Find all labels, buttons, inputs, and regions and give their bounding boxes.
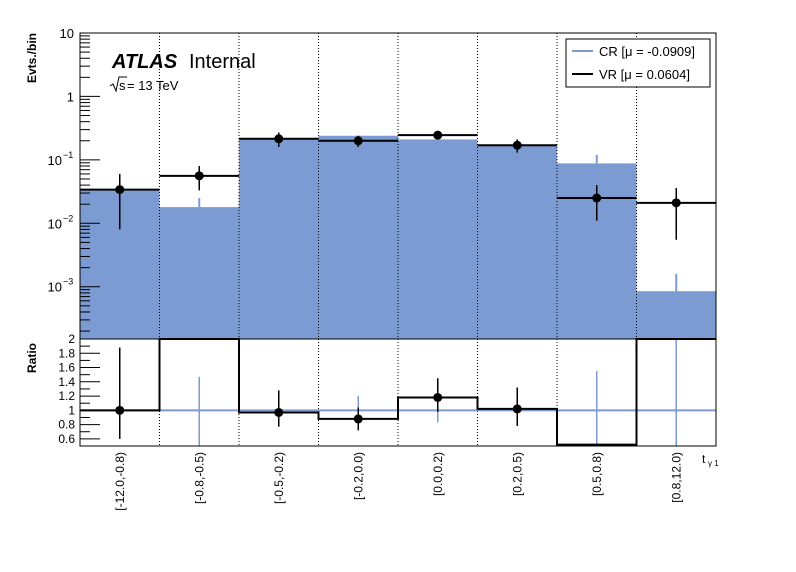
ratio-y-axis: 0.60.811.21.41.61.82 bbox=[58, 332, 100, 447]
x-tick-label-4: [-0.2,0.0) bbox=[351, 452, 365, 500]
ratio-y-tick-label-4: 1.2 bbox=[58, 389, 75, 403]
x-label-sub: γ 1 bbox=[708, 459, 719, 468]
vr-point-7 bbox=[592, 193, 602, 203]
cr-bar-3 bbox=[239, 138, 319, 339]
legend-box bbox=[565, 38, 711, 88]
vr-point-6 bbox=[512, 140, 522, 150]
cr-histogram bbox=[80, 135, 716, 339]
atlas-label: ATLAS Internal s = 13 TeV bbox=[109, 51, 256, 93]
x-tick-label-7: [0.5,0.8) bbox=[590, 452, 604, 496]
y-tick-label-3: 10 bbox=[48, 153, 62, 168]
cr-bar-2 bbox=[159, 207, 239, 339]
y-tick-exp-3: −1 bbox=[63, 150, 73, 160]
cr-error-bars bbox=[198, 154, 678, 292]
cr-bar-8 bbox=[636, 291, 716, 339]
main-y-label: Evts./bin bbox=[25, 33, 39, 83]
ratio-point-5 bbox=[433, 392, 443, 402]
vr-point-5 bbox=[433, 130, 443, 140]
x-tick-label-1: [-12.0,-0.8) bbox=[113, 452, 127, 511]
cr-bar-4 bbox=[318, 135, 398, 339]
vr-point-8 bbox=[671, 198, 681, 208]
legend-entry-vr: VR [μ = 0.0604] bbox=[599, 67, 690, 82]
ratio-y-tick-label-5: 1.4 bbox=[58, 375, 75, 389]
sqrt-symbol bbox=[109, 76, 127, 93]
y-tick-label-2: 10 bbox=[48, 216, 62, 231]
y-tick-label-4: 1 bbox=[67, 89, 74, 104]
y-tick-exp-2: −2 bbox=[63, 213, 73, 223]
y-tick-exp-1: −3 bbox=[63, 277, 73, 287]
ratio-y-tick-label-8: 2 bbox=[68, 332, 75, 346]
y-tick-label-5: 10 bbox=[60, 26, 74, 41]
vr-point-1 bbox=[115, 185, 125, 195]
x-tick-label-8: [0.8,12.0) bbox=[669, 452, 683, 503]
ratio-point-4 bbox=[353, 414, 363, 424]
atlas-brand: ATLAS bbox=[111, 51, 178, 73]
ratio-y-label: Ratio bbox=[25, 343, 39, 373]
ratio-y-tick-label-2: 0.8 bbox=[58, 418, 75, 432]
x-tick-label-6: [0.2,0.5) bbox=[510, 452, 524, 496]
ratio-point-3 bbox=[274, 407, 284, 417]
ratio-y-tick-label-7: 1.8 bbox=[58, 346, 75, 360]
x-tick-label-5: [0.0,0.2) bbox=[431, 452, 445, 496]
x-tick-label-3: [-0.5,-0.2) bbox=[272, 452, 286, 504]
vr-point-3 bbox=[274, 134, 284, 144]
x-axis-label: t γ 1 bbox=[702, 452, 719, 468]
ratio-y-tick-label-6: 1.6 bbox=[58, 361, 75, 375]
ratio-x-axis: [-12.0,-0.8) [-0.8,-0.5) [-0.5,-0.2) [-0.2,… bbox=[113, 452, 684, 511]
energy-label: = 13 TeV bbox=[127, 78, 179, 93]
x-label-main: t bbox=[702, 452, 706, 466]
ratio-frame bbox=[79, 338, 717, 447]
y-tick-label-1: 10 bbox=[48, 280, 62, 295]
atlas-status: Internal bbox=[189, 51, 256, 73]
ratio-bin-gridlines bbox=[159, 339, 637, 446]
energy-sqrt: s bbox=[119, 78, 126, 93]
x-tick-label-2: [-0.8,-0.5) bbox=[192, 452, 206, 504]
ratio-point-1 bbox=[115, 405, 125, 415]
ratio-y-tick-label-1: 0.6 bbox=[58, 432, 75, 446]
ratio-panel: 0.60.811.21.41.61.82 [-12.0,-0.8) [-0.8,-… bbox=[25, 332, 719, 511]
cr-bar-5 bbox=[398, 139, 478, 339]
legend: CR [μ = -0.0909] VR [μ = 0.0604] bbox=[565, 38, 711, 88]
ratio-y-tick-label-3: 1 bbox=[68, 403, 75, 417]
legend-entry-cr: CR [μ = -0.0909] bbox=[599, 44, 695, 59]
vr-histogram bbox=[80, 130, 716, 240]
vr-point-2 bbox=[194, 171, 204, 181]
vr-point-4 bbox=[353, 136, 363, 146]
cr-bar-6 bbox=[477, 145, 557, 339]
ratio-point-6 bbox=[512, 404, 522, 414]
